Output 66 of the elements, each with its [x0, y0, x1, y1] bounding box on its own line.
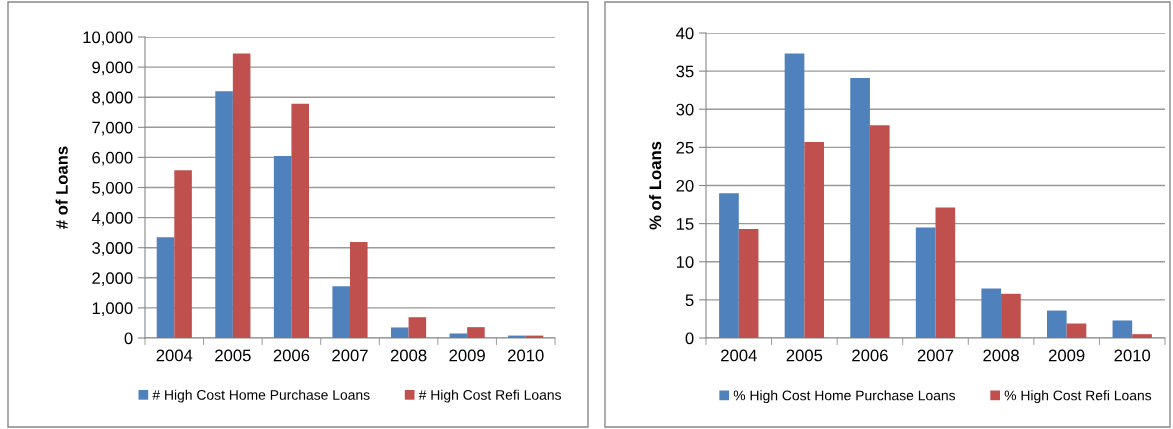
x-tick-label: 2008	[390, 349, 427, 362]
y-tick-label: 10	[676, 256, 694, 268]
x-tick-label: 2004	[156, 349, 193, 362]
x-tick-label: 2004	[721, 349, 757, 362]
bar	[215, 91, 233, 338]
bar	[1112, 320, 1133, 338]
legend-label: # High Cost Home Purchase Loans	[152, 389, 370, 403]
bar	[467, 327, 485, 338]
y-tick-label: 25	[676, 141, 694, 154]
y-tick-label: 0	[685, 332, 694, 345]
y-tick-label: 3,000	[92, 242, 133, 256]
x-tick-label: 2010	[508, 349, 544, 362]
bar	[1001, 293, 1021, 338]
y-tick-label: 10,000	[83, 31, 133, 46]
y-tick-label: 4,000	[91, 212, 133, 226]
bar	[449, 333, 468, 338]
bar	[804, 142, 825, 338]
y-tick-label: 40	[676, 27, 694, 40]
bar	[784, 53, 805, 338]
y-tick-label: 15	[676, 218, 694, 230]
bar	[332, 286, 350, 338]
bar	[291, 103, 309, 338]
y-tick-label: 9,000	[92, 61, 133, 76]
bar	[1046, 310, 1067, 338]
y-axis-title: % of Loans	[649, 141, 662, 230]
bar	[232, 53, 251, 338]
bar	[915, 227, 936, 338]
x-tick-label: 2008	[983, 349, 1019, 362]
bar	[174, 170, 192, 338]
x-tick-label: 2007	[332, 349, 368, 362]
bar	[869, 125, 890, 338]
y-tick-label: 30	[676, 103, 694, 116]
bar	[1066, 323, 1087, 338]
bar	[391, 327, 409, 338]
y-tick-label: 2,000	[92, 272, 133, 286]
legend-label: # High Cost Refi Loans	[418, 389, 562, 403]
y-tick-label: 0	[124, 332, 133, 345]
bar	[981, 288, 1002, 338]
x-tick-label: 2009	[449, 349, 485, 362]
y-axis-title: # of Loans	[55, 146, 68, 229]
x-tick-label: 2005	[215, 349, 251, 362]
x-tick-label: 2006	[273, 349, 310, 362]
legend-label: % High Cost Refi Loans	[1004, 390, 1152, 404]
bar	[273, 155, 292, 338]
legend-label: % High Cost Home Purchase Loans	[733, 390, 956, 404]
bar	[350, 241, 368, 338]
y-tick-label: 20	[676, 179, 694, 192]
bar	[850, 77, 870, 338]
bar	[408, 317, 427, 338]
bar	[719, 193, 739, 338]
bar	[1132, 334, 1152, 338]
y-tick-label: 7,000	[92, 121, 133, 136]
y-tick-label: 8,000	[92, 91, 133, 106]
x-tick-label: 2005	[786, 349, 823, 362]
y-tick-label: 6,000	[92, 151, 133, 166]
x-tick-label: 2010	[1114, 349, 1151, 362]
bar	[156, 237, 175, 338]
y-tick-label: 5	[685, 294, 694, 307]
x-tick-label: 2006	[852, 349, 888, 362]
x-tick-label: 2007	[917, 349, 954, 362]
bar	[738, 228, 759, 338]
y-tick-label: 1,000	[92, 302, 133, 317]
y-tick-label: 5,000	[92, 181, 133, 196]
x-tick-label: 2009	[1048, 349, 1085, 362]
y-tick-label: 35	[676, 65, 694, 78]
bar	[935, 207, 956, 338]
